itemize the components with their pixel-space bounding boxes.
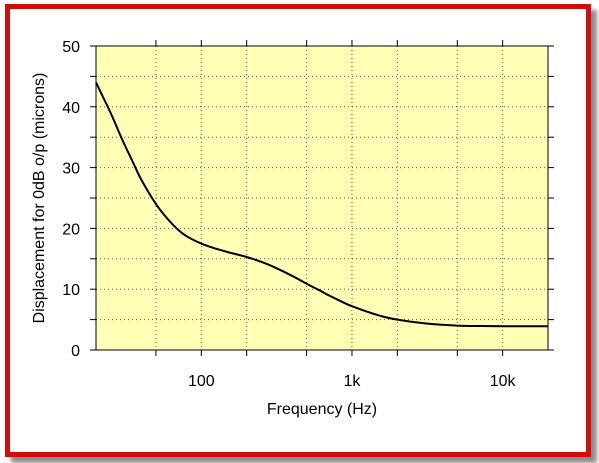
y-axis-title: Displacement for 0dB o/p (microns) (31, 73, 48, 324)
x-axis-title: Frequency (Hz) (267, 401, 377, 418)
series-line (95, 82, 548, 328)
y-tick-label: 50 (62, 39, 80, 56)
y-tick-label: 10 (62, 282, 80, 299)
x-tick-label: 100 (188, 373, 215, 390)
y-tick-label: 20 (62, 221, 80, 238)
y-tick-labels: 0 10 20 30 40 50 (62, 39, 80, 360)
ticks (90, 40, 554, 356)
grid (96, 46, 548, 350)
y-tick-label: 0 (71, 343, 80, 360)
y-tick-label: 30 (62, 161, 80, 178)
x-tick-label: 10k (490, 373, 517, 390)
x-tick-label: 1k (344, 373, 362, 390)
x-tick-labels: 100 1k 10k (188, 373, 517, 390)
y-tick-label: 40 (62, 100, 80, 117)
